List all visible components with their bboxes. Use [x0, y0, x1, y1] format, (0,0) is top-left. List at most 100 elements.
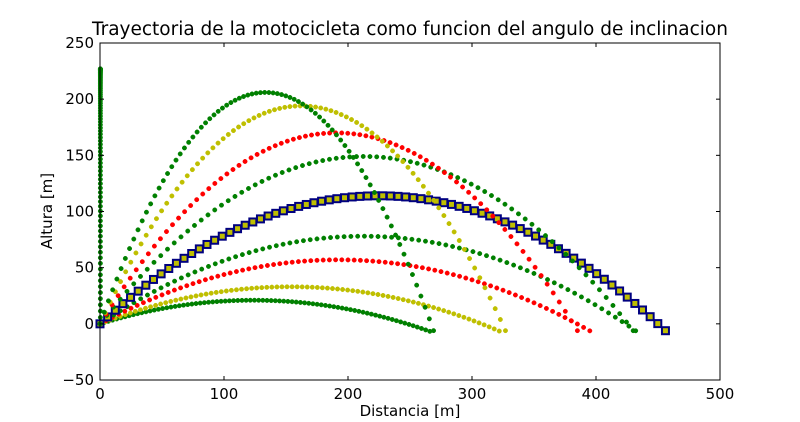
data-point	[273, 172, 278, 178]
data-point	[345, 287, 351, 293]
data-point	[333, 132, 339, 138]
data-point	[233, 269, 239, 274]
data-point	[121, 284, 127, 290]
data-point	[323, 302, 328, 308]
data-point	[490, 255, 496, 261]
data-point	[244, 286, 250, 292]
data-point	[544, 281, 550, 287]
data-point	[188, 203, 194, 208]
data-point	[327, 156, 332, 162]
data-point	[127, 246, 133, 252]
y-tick-label: 100	[65, 203, 94, 221]
data-point	[308, 107, 314, 113]
data-point	[516, 211, 521, 217]
data-point	[188, 294, 194, 300]
data-point	[118, 299, 128, 309]
data-point	[196, 279, 202, 285]
data-point	[257, 90, 263, 96]
data-point	[286, 167, 292, 173]
data-point	[263, 211, 273, 221]
data-point	[147, 297, 153, 303]
data-point	[203, 120, 209, 126]
data-point	[477, 251, 483, 257]
data-point	[327, 303, 333, 309]
data-point	[436, 306, 442, 312]
data-point	[160, 306, 166, 311]
data-point	[133, 250, 139, 256]
y-tick-label: −50	[62, 371, 94, 389]
data-point	[236, 124, 242, 130]
data-point	[252, 297, 257, 303]
data-point	[249, 91, 255, 97]
data-point	[410, 323, 416, 329]
data-point	[592, 269, 602, 279]
data-point	[405, 164, 411, 170]
data-point	[441, 308, 447, 314]
data-point	[199, 266, 205, 272]
data-point	[239, 286, 244, 292]
data-point	[179, 253, 189, 263]
data-point	[466, 189, 472, 195]
series-5	[95, 191, 670, 336]
data-point	[170, 222, 175, 228]
data-point	[454, 179, 459, 185]
data-point	[390, 294, 396, 300]
data-point	[243, 297, 249, 303]
data-point	[350, 155, 356, 160]
data-point	[400, 159, 406, 164]
data-point	[279, 92, 285, 98]
data-point	[626, 323, 632, 329]
data-point	[325, 122, 331, 128]
data-point	[179, 179, 185, 185]
data-point	[395, 261, 401, 267]
data-point	[223, 288, 229, 294]
data-point	[252, 182, 258, 188]
data-point	[192, 222, 197, 228]
data-point	[622, 292, 632, 302]
data-point	[364, 310, 370, 316]
data-point	[558, 283, 564, 289]
data-point	[522, 216, 528, 222]
data-point	[443, 242, 449, 248]
data-point	[260, 297, 266, 303]
data-point	[617, 311, 623, 317]
data-point	[317, 196, 327, 206]
data-point	[304, 284, 310, 290]
data-point	[592, 302, 598, 308]
data-point	[333, 155, 339, 161]
y-tick-label: 200	[65, 90, 94, 108]
data-point	[171, 240, 177, 246]
data-point	[299, 284, 305, 290]
data-point	[410, 170, 416, 176]
data-point	[484, 207, 490, 213]
data-point	[269, 284, 275, 290]
data-point	[441, 213, 447, 219]
data-point	[377, 313, 383, 319]
data-point	[511, 262, 517, 268]
data-point	[248, 217, 258, 227]
data-point	[253, 248, 259, 254]
data-point	[506, 290, 512, 296]
data-point	[240, 267, 246, 273]
data-point	[402, 320, 408, 326]
data-point	[563, 251, 569, 257]
data-point	[342, 143, 348, 148]
data-point	[508, 234, 514, 239]
data-point	[375, 234, 381, 239]
data-point	[390, 148, 396, 154]
data-point	[248, 155, 254, 161]
data-point	[312, 110, 318, 116]
data-point	[227, 270, 233, 276]
data-point	[355, 191, 365, 201]
data-point	[482, 285, 488, 291]
data-point	[359, 123, 365, 129]
data-point	[369, 130, 375, 136]
data-point	[273, 243, 279, 249]
data-point	[141, 280, 151, 290]
data-point	[576, 265, 582, 271]
data-point	[138, 273, 143, 279]
data-point	[207, 116, 213, 122]
data-point	[272, 107, 277, 113]
data-point	[189, 167, 195, 173]
